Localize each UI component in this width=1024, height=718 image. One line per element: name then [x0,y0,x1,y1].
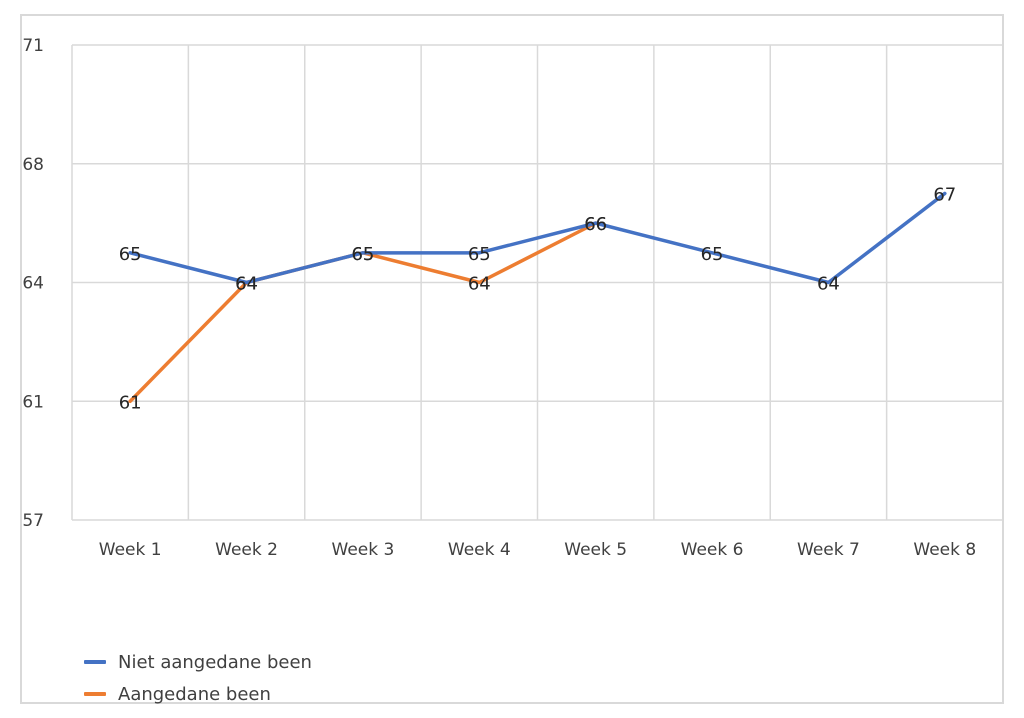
legend-swatch-orange [84,692,106,696]
legend-swatch-blue [84,660,106,664]
x-tick-label: Week 3 [332,540,395,560]
legend-label: Niet aangedane been [118,651,312,673]
x-tick-label: Week 1 [99,540,162,560]
x-tick-label: Week 7 [797,540,860,560]
x-tick-label: Week 5 [564,540,627,560]
legend-item-aangedane-been: Aangedane been [84,678,312,710]
y-tick-label: 71 [22,36,44,56]
data-label: 61 [119,392,142,413]
x-tick-label: Week 6 [681,540,744,560]
data-label: 64 [817,274,840,295]
data-label: 65 [119,244,142,265]
data-label: 64 [235,274,258,295]
data-label: 65 [351,244,374,265]
y-tick-label: 57 [22,511,44,531]
legend: Niet aangedane been Aangedane been [84,646,312,710]
legend-label: Aangedane been [118,683,271,705]
data-label: 67 [933,184,956,205]
data-label: 64 [468,274,491,295]
data-label: 64 [235,274,258,295]
chart-frame [20,14,1004,704]
legend-item-niet-aangedane-been: Niet aangedane been [84,646,312,678]
x-tick-label: Week 4 [448,540,511,560]
data-label: 65 [468,244,491,265]
data-label: 66 [584,214,607,235]
y-tick-label: 68 [22,155,44,175]
x-tick-label: Week 8 [913,540,976,560]
y-tick-label: 61 [22,392,44,412]
series-line [128,191,947,285]
y-tick-label: 64 [22,274,44,294]
data-label: 65 [701,244,724,265]
data-label: 65 [351,244,374,265]
x-tick-label: Week 2 [215,540,278,560]
data-label: 66 [584,214,607,235]
